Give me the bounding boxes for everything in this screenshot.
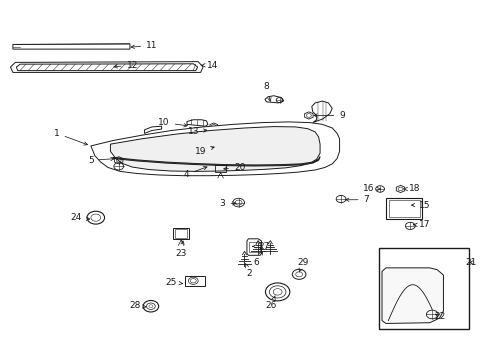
Text: 9: 9	[313, 111, 344, 120]
Text: 14: 14	[201, 61, 218, 70]
Text: 23: 23	[175, 241, 186, 258]
Polygon shape	[311, 101, 331, 123]
Text: 22: 22	[433, 312, 444, 321]
Bar	[209, 129, 217, 139]
Polygon shape	[186, 120, 207, 126]
Text: 27: 27	[252, 242, 269, 251]
Text: 8: 8	[263, 82, 270, 101]
Bar	[378, 248, 468, 329]
Text: 19: 19	[194, 147, 214, 156]
Text: 2: 2	[245, 264, 252, 278]
Text: 26: 26	[265, 296, 276, 310]
Text: 28: 28	[129, 301, 146, 310]
Text: 5: 5	[88, 156, 114, 165]
Text: 1: 1	[54, 129, 87, 145]
Text: 11: 11	[131, 41, 157, 50]
Text: 21: 21	[465, 258, 476, 267]
Bar	[173, 228, 188, 239]
Text: 25: 25	[165, 278, 183, 287]
Text: 10: 10	[158, 118, 187, 127]
Polygon shape	[381, 268, 443, 323]
Text: 29: 29	[297, 258, 308, 273]
Text: 3: 3	[219, 199, 236, 208]
Bar	[385, 198, 422, 220]
Text: 6: 6	[253, 251, 262, 267]
Polygon shape	[91, 122, 339, 176]
Text: 16: 16	[363, 184, 380, 193]
Bar	[175, 229, 186, 238]
Polygon shape	[113, 157, 320, 166]
Text: 13: 13	[187, 127, 206, 136]
Text: 4: 4	[183, 166, 206, 179]
Polygon shape	[246, 239, 261, 255]
Text: 7: 7	[345, 195, 368, 204]
Text: 24: 24	[70, 213, 89, 222]
Bar	[249, 242, 260, 252]
Bar	[215, 165, 225, 172]
Polygon shape	[110, 127, 320, 171]
Text: 17: 17	[413, 220, 430, 229]
Text: 15: 15	[410, 201, 430, 210]
Bar	[184, 276, 205, 286]
Bar	[388, 200, 419, 217]
Text: 20: 20	[224, 163, 245, 172]
Text: 18: 18	[403, 184, 420, 193]
Text: 12: 12	[114, 61, 138, 70]
